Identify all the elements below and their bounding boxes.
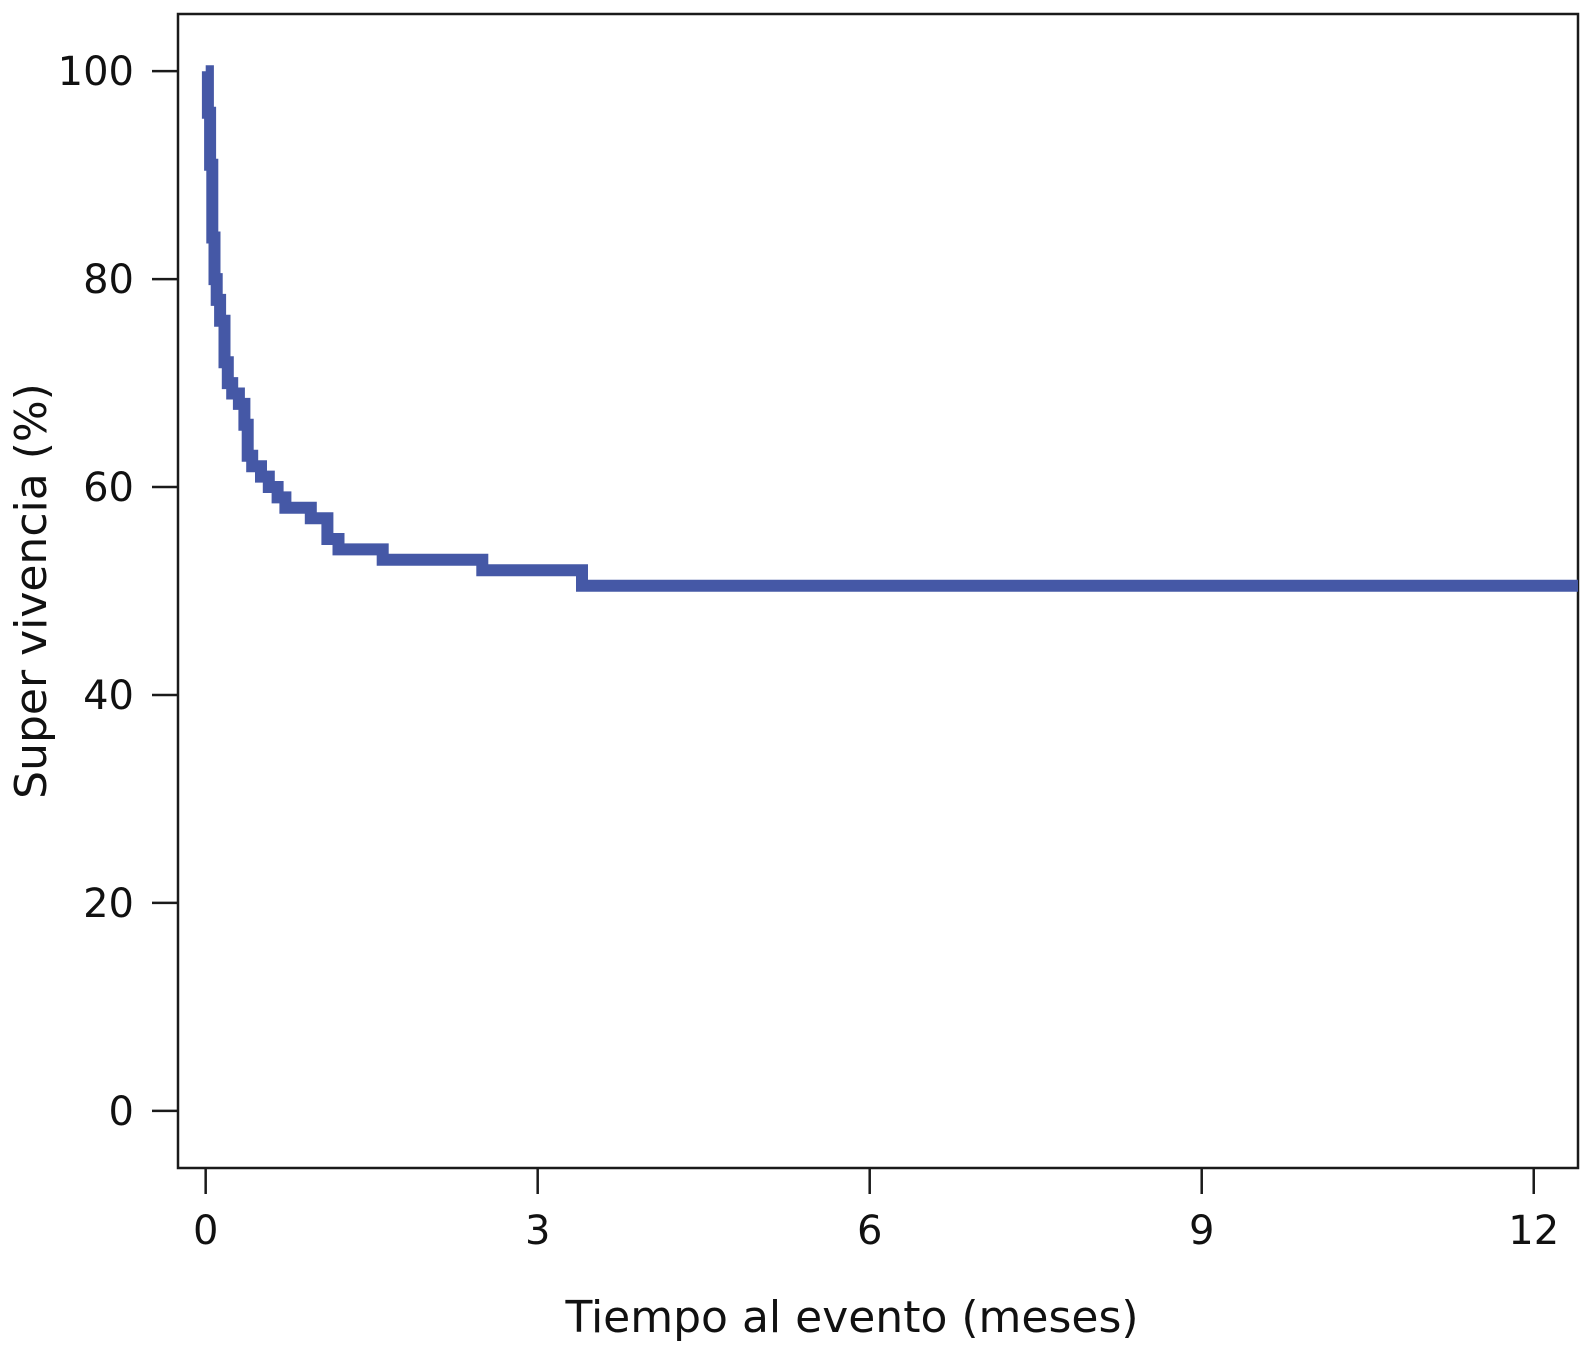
x-tick-label: 6	[857, 1208, 882, 1254]
x-axis-title: Tiempo al evento (meses)	[564, 1292, 1138, 1343]
x-tick-label: 3	[525, 1208, 550, 1254]
x-tick-label: 12	[1508, 1208, 1559, 1254]
y-tick-label: 40	[83, 673, 134, 719]
survival-curve	[201, 65, 1578, 592]
y-tick-label: 100	[58, 49, 134, 95]
x-axis: 0 3 6 9 12	[193, 1168, 1559, 1254]
y-axis-title: Super vivencia (%)	[6, 383, 57, 799]
x-tick-label: 0	[193, 1208, 218, 1254]
y-tick-label: 0	[109, 1089, 134, 1135]
y-axis: 0 20 40 60 80 100	[58, 49, 178, 1135]
x-tick-label: 9	[1189, 1208, 1214, 1254]
y-tick-label: 60	[83, 465, 134, 511]
y-tick-label: 80	[83, 257, 134, 303]
y-tick-label: 20	[83, 881, 134, 927]
